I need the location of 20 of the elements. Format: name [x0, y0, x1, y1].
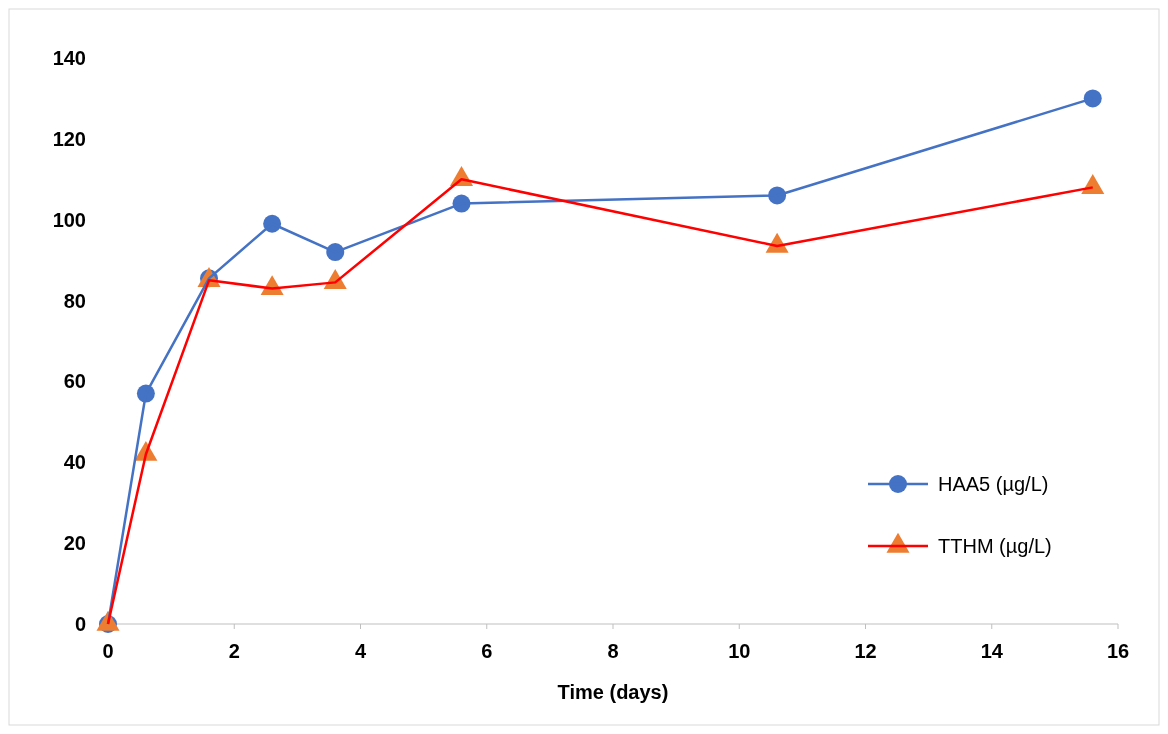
- y-tick-label: 40: [63, 451, 86, 474]
- legend-label: HAA5 (µg/L): [938, 473, 1049, 495]
- y-tick-label: 0: [74, 613, 86, 635]
- y-tick-label: 60: [63, 370, 86, 393]
- x-tick-label: 8: [607, 640, 619, 662]
- x-tick-label: 2: [228, 640, 240, 662]
- x-tick-label: 6: [481, 640, 493, 662]
- y-tick-label: 20: [63, 532, 86, 555]
- y-tick-label: 120: [52, 127, 86, 150]
- y-tick-label: 100: [52, 208, 86, 231]
- x-axis-title: Time (days): [557, 681, 669, 703]
- x-tick-label: 4: [354, 640, 367, 662]
- x-tick-label: 14: [980, 640, 1004, 662]
- x-tick-label: 0: [102, 640, 114, 662]
- y-tick-label: 80: [63, 289, 86, 312]
- x-tick-label: 10: [728, 640, 751, 662]
- x-tick-label: 12: [854, 640, 877, 662]
- legend-label: TTHM (µg/L): [938, 535, 1052, 557]
- x-tick-label: 16: [1106, 640, 1130, 662]
- y-tick-label: 140: [52, 47, 86, 69]
